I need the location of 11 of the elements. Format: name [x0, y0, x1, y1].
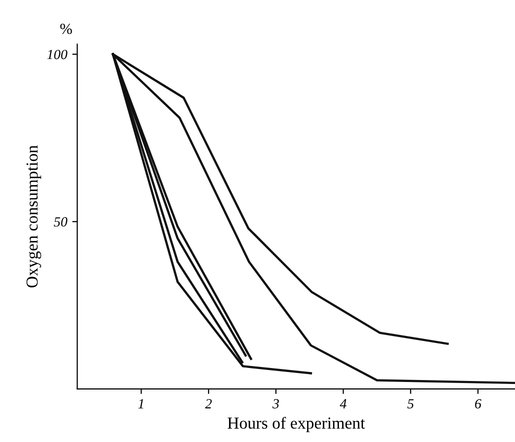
y-tick-label: 100 — [47, 50, 68, 60]
x-tick-label: 5 — [407, 399, 414, 408]
x-tick-label: 4 — [340, 399, 346, 408]
x-axis-title: Hours of experiment — [228, 416, 365, 432]
y-tick-label: 50 — [54, 217, 68, 227]
x-tick-label: 6 — [475, 399, 482, 408]
x-tick-label: 2 — [205, 399, 212, 408]
x-tick-label: 1 — [138, 399, 144, 408]
text: % — [60, 24, 72, 34]
x-tick-label: 3 — [272, 399, 279, 408]
y-axis-title: Oxygen consumption — [26, 145, 42, 288]
